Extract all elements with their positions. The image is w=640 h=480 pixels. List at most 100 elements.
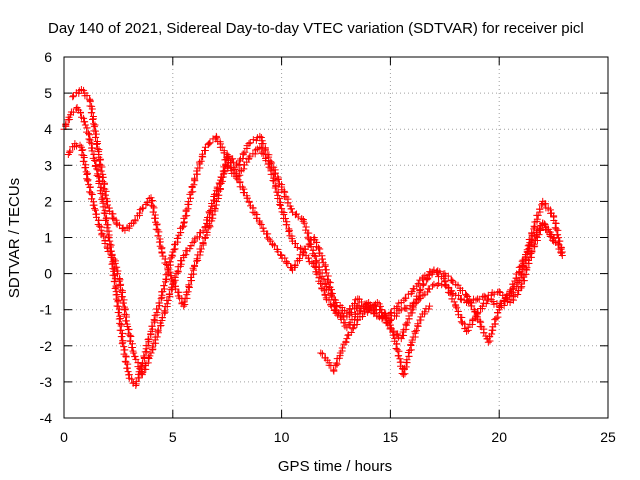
data-point-sample (456, 295, 464, 303)
y-tick-label: 2 (44, 193, 52, 209)
data-point-sample (409, 302, 417, 310)
data-point-sample (338, 344, 346, 352)
data-point-sample (421, 272, 429, 280)
data-point-sample (536, 205, 544, 213)
data-point-sample (120, 296, 128, 304)
data-point-sample (534, 211, 542, 219)
data-point-sample (211, 205, 219, 213)
data-point-sample (188, 276, 196, 284)
data-point-sample (327, 291, 335, 299)
data-point-sample (239, 150, 247, 158)
data-point-sample (131, 216, 139, 224)
data-point-sample (117, 326, 125, 334)
data-point-sample (124, 368, 132, 376)
data-point-sample (294, 213, 302, 221)
data-point-sample (281, 214, 289, 222)
x-tick-label: 25 (600, 429, 616, 445)
data-point-sample (178, 223, 186, 231)
data-point-sample (322, 266, 330, 274)
data-point-sample (180, 218, 188, 226)
data-point-sample (119, 329, 127, 337)
data-point-sample (155, 238, 163, 246)
data-point-sample (230, 158, 238, 166)
data-point-sample (173, 235, 181, 242)
data-point-sample (402, 294, 410, 302)
data-point-sample (189, 238, 197, 246)
data-point-sample (143, 199, 151, 207)
data-point-sample (389, 331, 397, 339)
data-point-sample (77, 109, 85, 117)
data-point-sample (195, 158, 203, 166)
data-point-sample (285, 226, 293, 234)
data-point-sample (119, 293, 127, 301)
data-point (90, 205, 98, 213)
data-point-sample (105, 204, 113, 212)
data-point (463, 327, 471, 335)
data-point-sample (393, 303, 401, 311)
data-point-sample (92, 133, 100, 141)
data-point-sample (79, 146, 87, 154)
data-point-sample (491, 320, 499, 328)
data-point-sample (145, 354, 153, 362)
data-point-sample (86, 131, 94, 139)
data-point-sample (315, 266, 323, 274)
data-point-sample (503, 296, 511, 304)
data-point-sample (314, 244, 322, 252)
data-point-sample (318, 350, 326, 358)
y-tick-label: 6 (44, 49, 52, 65)
data-point-sample (98, 163, 106, 171)
data-point-sample (259, 140, 267, 148)
data-point-sample (81, 164, 89, 172)
data-point-sample (318, 255, 326, 263)
data-point-sample (164, 296, 172, 304)
data-point-sample (115, 277, 123, 285)
data-point (430, 280, 438, 288)
data-point-sample (102, 216, 110, 224)
data-point (138, 205, 146, 213)
data-point-sample (277, 251, 285, 259)
data-point-sample (150, 316, 158, 324)
data-point-sample (101, 209, 109, 217)
data-point-sample (557, 248, 565, 256)
data-point-sample (552, 225, 560, 233)
data-point-sample (154, 327, 162, 335)
data-point-sample (154, 232, 162, 240)
data-point-sample (91, 156, 99, 164)
data-point-sample (403, 319, 411, 327)
data-point-sample (206, 139, 214, 147)
data-point-sample (107, 247, 115, 255)
data-point-sample (408, 336, 416, 344)
data-point-sample (468, 302, 476, 310)
data-point-sample (166, 268, 174, 276)
data-point-sample (387, 315, 395, 323)
data-point-sample (213, 133, 221, 141)
data-point-sample (328, 291, 336, 299)
data-point-sample (149, 208, 157, 216)
data-point-sample (209, 211, 217, 219)
data-point-sample (165, 290, 173, 298)
data-point-sample (320, 275, 328, 283)
x-tick-label: 15 (383, 429, 399, 445)
x-tick-label: 0 (60, 429, 68, 445)
data-point-sample (95, 222, 103, 230)
data-point-sample (483, 296, 491, 304)
data-point (130, 349, 138, 357)
data-point-sample (416, 287, 424, 295)
data-point-sample (536, 226, 544, 234)
data-point-sample (187, 188, 195, 196)
data-point-sample (257, 221, 265, 229)
data-point-sample (220, 149, 228, 157)
chart-title: Day 140 of 2021, Sidereal Day-to-day VTE… (48, 20, 584, 37)
data-point-sample (213, 197, 221, 205)
data-point-sample (494, 309, 502, 317)
data-point-sample (513, 282, 521, 290)
data-point-sample (80, 118, 88, 126)
data-point-sample (490, 290, 498, 298)
data-point-sample (155, 228, 163, 236)
data-point-sample (341, 322, 349, 330)
data-point (558, 252, 566, 260)
data-point-sample (197, 157, 205, 165)
data-point-sample (523, 246, 531, 254)
data-point-sample (326, 279, 334, 287)
data-point-sample (233, 174, 241, 182)
